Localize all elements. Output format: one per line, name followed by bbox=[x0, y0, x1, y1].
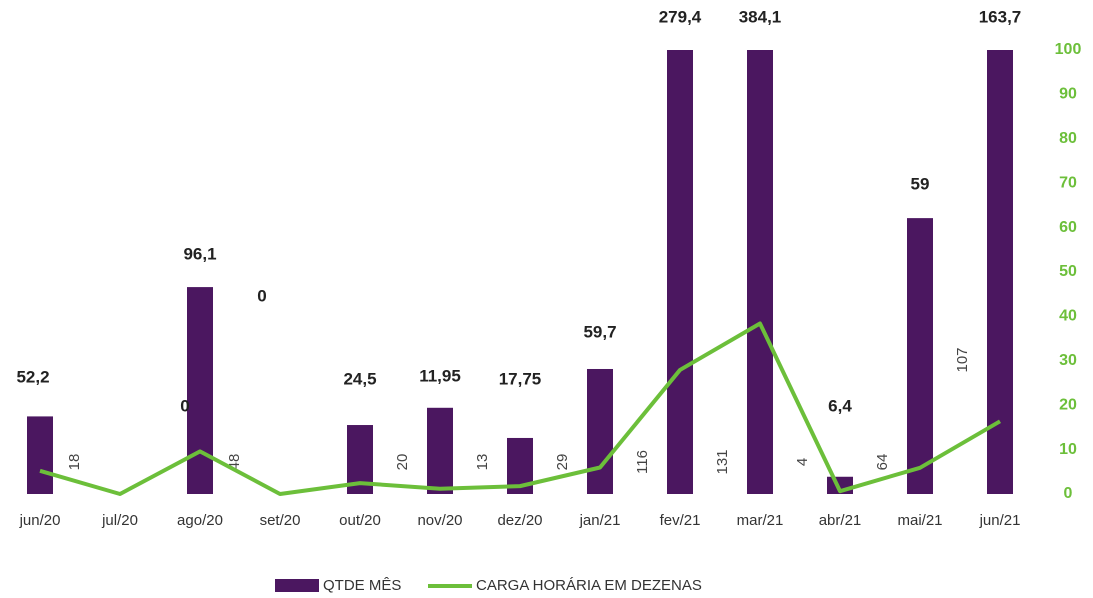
line-value-label: 59 bbox=[911, 174, 930, 193]
x-tick-label: mar/21 bbox=[737, 512, 784, 529]
line-value-label: 17,75 bbox=[499, 369, 542, 388]
bar bbox=[747, 50, 773, 494]
bar-value-label: 116 bbox=[634, 450, 651, 474]
line-value-label: 384,1 bbox=[739, 7, 782, 26]
line-value-label: 59,7 bbox=[583, 322, 616, 341]
x-tick-label: jan/21 bbox=[579, 512, 621, 529]
x-tick-label: nov/20 bbox=[417, 512, 462, 529]
bars bbox=[27, 50, 1013, 494]
legend-label: CARGA HORÁRIA EM DEZENAS bbox=[476, 577, 702, 594]
x-tick-label: jul/20 bbox=[101, 512, 138, 529]
y2-tick-label: 40 bbox=[1059, 308, 1077, 325]
x-tick-label: jun/21 bbox=[979, 512, 1021, 529]
bar-value-label: 13 bbox=[474, 454, 491, 471]
x-tick-label: dez/20 bbox=[497, 512, 542, 529]
line-value-label: 11,95 bbox=[419, 366, 461, 385]
y2-tick-label: 70 bbox=[1059, 174, 1077, 191]
x-tick-label: jun/20 bbox=[19, 512, 61, 529]
line-value-label: 52,2 bbox=[16, 367, 49, 386]
y2-tick-label: 0 bbox=[1064, 485, 1073, 502]
line bbox=[39, 321, 1002, 496]
legend-swatch bbox=[275, 579, 319, 592]
bar-value-label: 4 bbox=[794, 458, 811, 466]
bar-value-label: 20 bbox=[394, 454, 411, 471]
bar bbox=[27, 416, 53, 494]
line-value-label: 279,4 bbox=[659, 7, 702, 26]
bar bbox=[987, 50, 1013, 494]
line-value-label: 96,1 bbox=[183, 244, 216, 263]
line-value-label: 0 bbox=[257, 286, 266, 305]
y2-tick-label: 20 bbox=[1059, 396, 1077, 413]
x-tick-label: out/20 bbox=[339, 512, 381, 529]
bar-value-label: 18 bbox=[66, 454, 83, 471]
bar-value-label: 64 bbox=[874, 454, 891, 471]
bar bbox=[907, 218, 933, 494]
y2-tick-label: 50 bbox=[1059, 263, 1077, 280]
x-tick-label: abr/21 bbox=[819, 512, 862, 529]
y2-tick-label: 30 bbox=[1059, 352, 1077, 369]
x-tick-label: mai/21 bbox=[897, 512, 942, 529]
x-tick-label: set/20 bbox=[260, 512, 301, 529]
y2-tick-label: 90 bbox=[1059, 86, 1077, 103]
bar bbox=[187, 287, 213, 494]
line-value-label: 163,7 bbox=[979, 7, 1022, 26]
bar-value-label: 107 bbox=[954, 347, 971, 372]
line-value-label: 6,4 bbox=[828, 396, 852, 415]
bar bbox=[667, 50, 693, 494]
bar-value-label: 131 bbox=[714, 449, 731, 474]
y2-tick-label: 100 bbox=[1055, 41, 1082, 58]
y2-tick-label: 10 bbox=[1059, 441, 1077, 458]
legend-label: QTDE MÊS bbox=[323, 577, 401, 594]
bar bbox=[587, 368, 613, 494]
y2-tick-label: 60 bbox=[1059, 219, 1077, 236]
line-value-label: 24,5 bbox=[343, 369, 376, 388]
bar bbox=[427, 407, 453, 494]
x-tick-label: fev/21 bbox=[660, 512, 701, 529]
x-tick-label: ago/20 bbox=[177, 512, 223, 529]
line-value-label: 0 bbox=[180, 396, 189, 415]
y2-tick-label: 80 bbox=[1059, 130, 1077, 147]
bar-value-label: 29 bbox=[554, 454, 571, 471]
